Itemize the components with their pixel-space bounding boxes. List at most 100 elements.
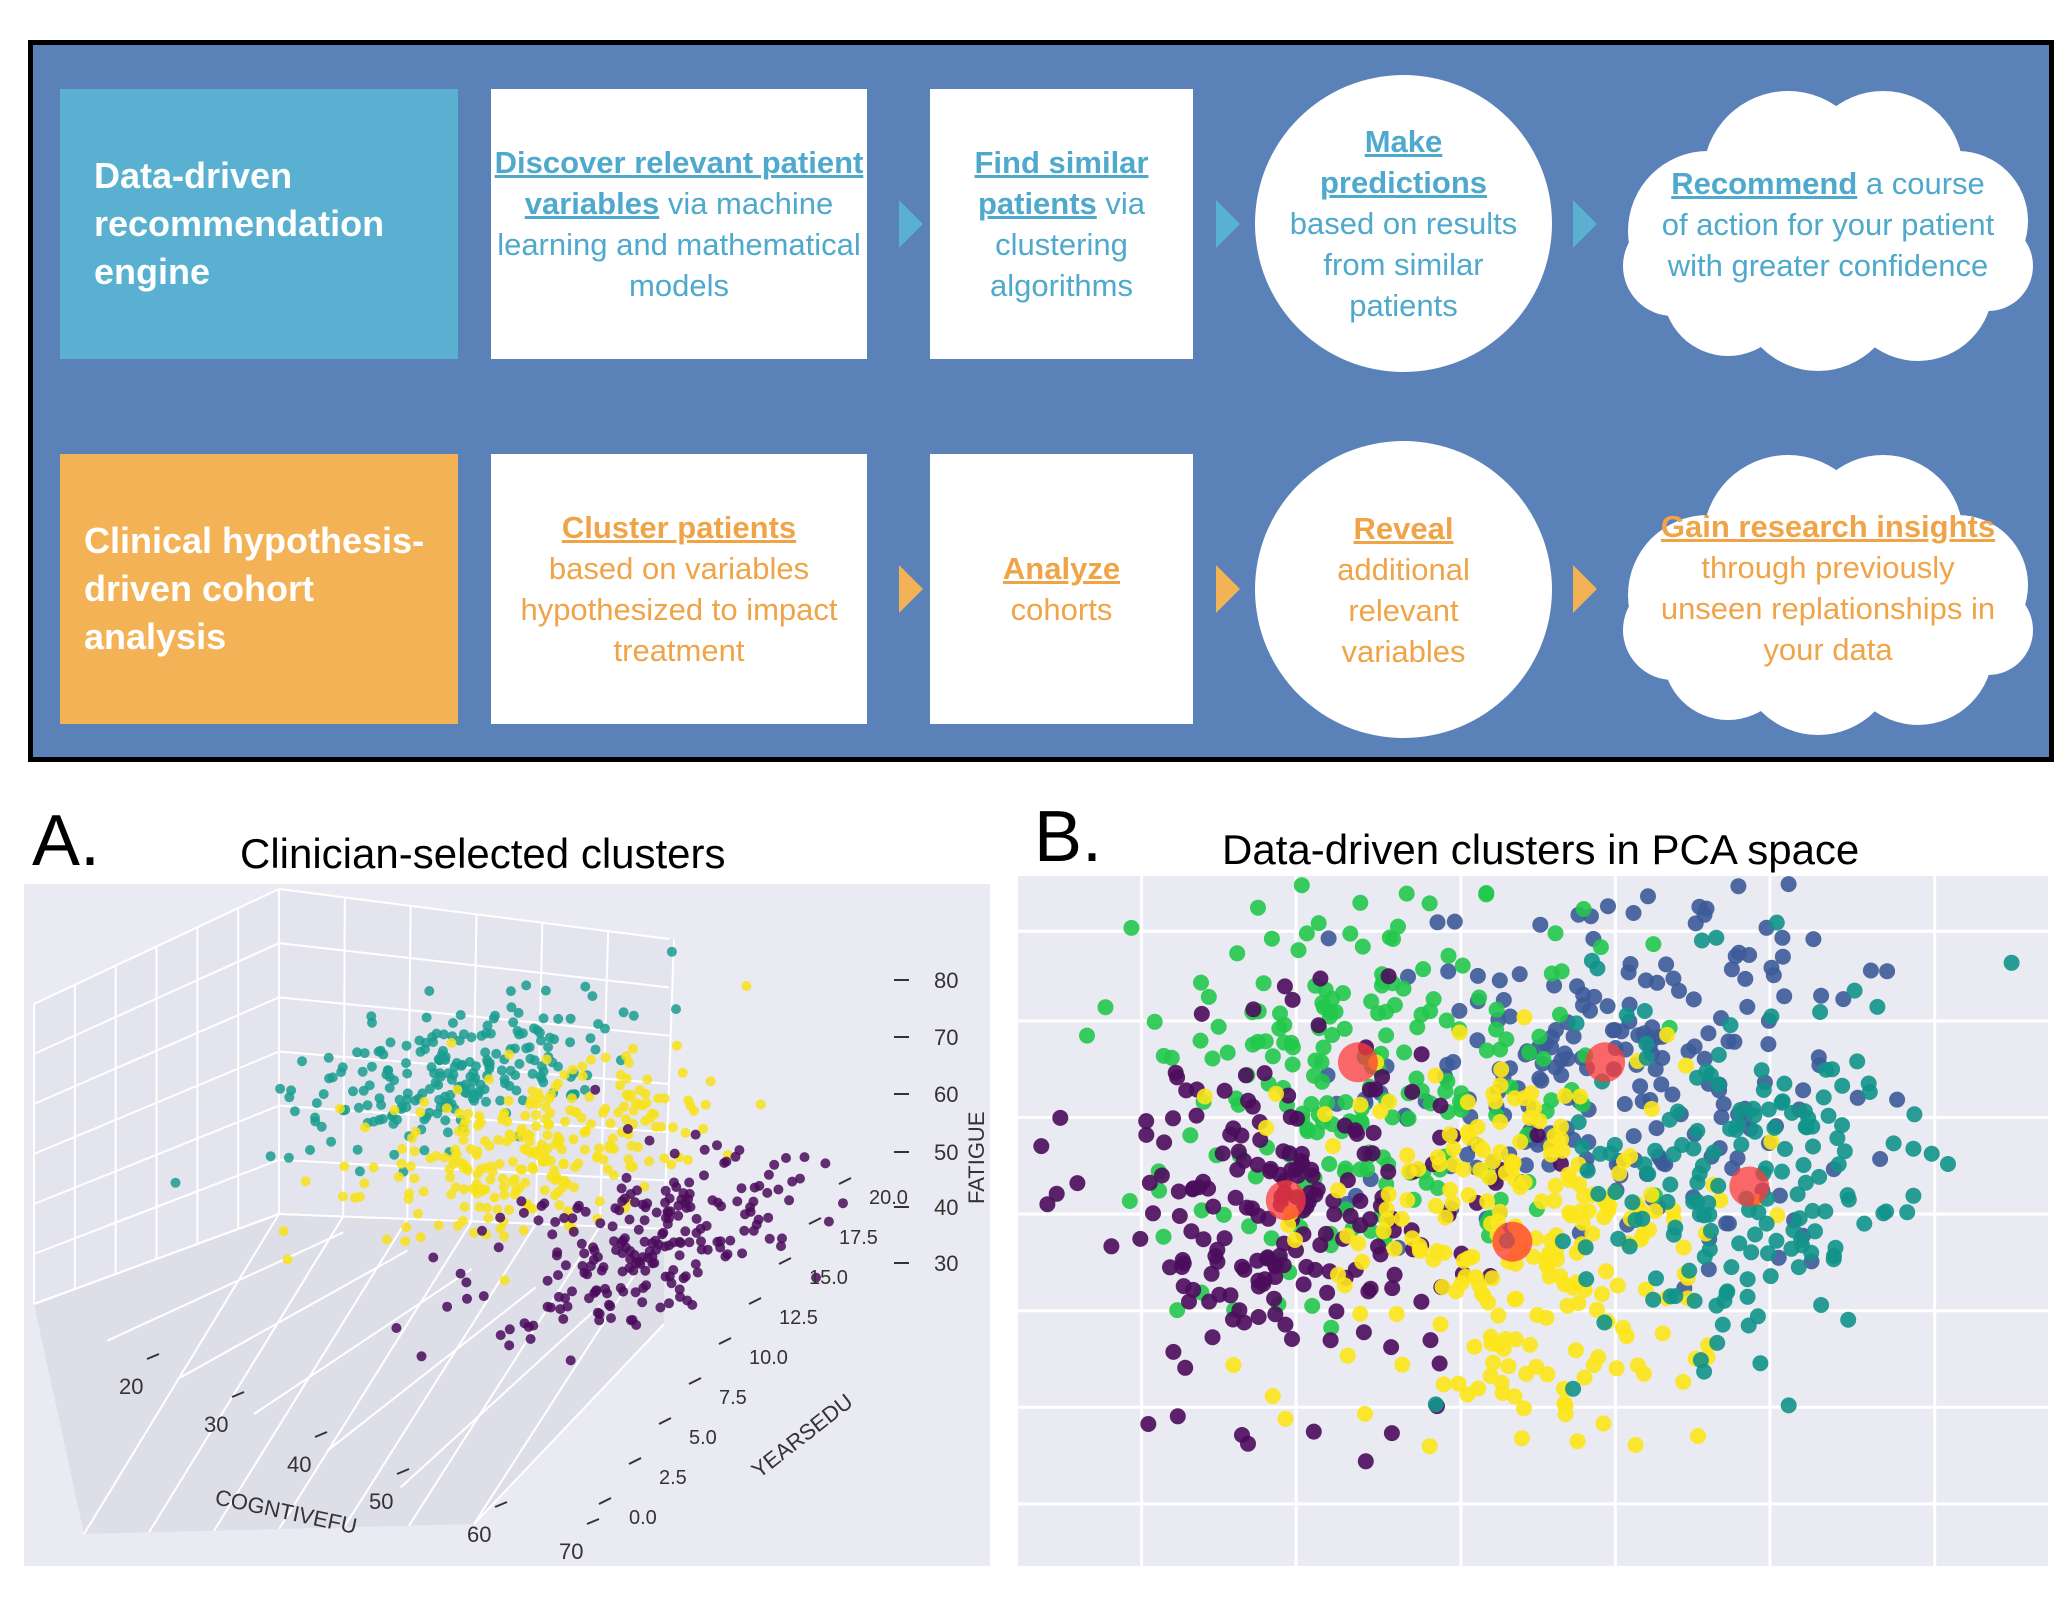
data-point [1647,1142,1664,1159]
data-point [448,1018,458,1028]
data-point [1590,1349,1607,1366]
data-point [1252,1131,1269,1148]
bottom-step-cluster-text: based on variables hypothesized to impac… [520,551,838,668]
data-point [1372,1246,1389,1263]
grid-line [278,942,670,989]
data-point [1577,1239,1594,1256]
data-point [1708,1297,1725,1314]
data-point [773,1184,784,1195]
data-point [1635,1226,1652,1243]
data-point [455,1010,466,1020]
data-point [438,1045,448,1056]
data-point [1431,1355,1448,1372]
data-point [318,1089,329,1100]
data-point [1222,1287,1239,1304]
data-point [1325,1138,1341,1154]
data-point [305,1145,315,1155]
data-point [1219,1044,1236,1061]
data-point [1380,1163,1397,1180]
data-point [587,991,598,1002]
data-point [552,1247,563,1258]
data-point [1546,977,1563,994]
data-point [1565,1380,1582,1397]
data-point [1705,1144,1722,1161]
data-point [1625,1128,1642,1145]
data-point [642,1198,653,1209]
data-point [1708,929,1725,946]
grid-line [33,942,280,1055]
data-point [1264,1388,1281,1404]
data-point [1709,1334,1726,1351]
data-point [1722,1017,1739,1034]
data-point [524,1042,535,1053]
y-tick-mark [688,1377,702,1385]
data-point [580,1126,591,1137]
bottom-step-cluster: Cluster patients based on variables hypot… [491,454,867,724]
data-point [712,1140,722,1151]
data-point [1596,1314,1613,1331]
data-point [1352,1161,1369,1178]
data-point [518,1225,529,1236]
data-point [531,1109,541,1120]
data-point [1409,1019,1426,1036]
z-tick-label: 40 [934,1195,958,1220]
data-point [1439,1056,1456,1073]
data-point [811,1272,821,1283]
data-point [626,1140,637,1151]
data-point [784,1195,795,1206]
data-point [590,1044,601,1055]
data-point [1647,1203,1664,1220]
data-point [1702,1067,1719,1084]
data-point [368,1116,379,1127]
data-point [516,1196,527,1207]
data-point [1195,1231,1212,1248]
scatter-3d-svg: 807060504030FATIGUE203040506070COGNTIVEF… [33,888,989,1564]
data-point [1394,1356,1411,1373]
data-point [1835,991,1852,1008]
data-point [1153,1167,1170,1184]
data-point [1803,1244,1820,1261]
data-point [300,1176,311,1187]
data-point [452,1220,463,1231]
data-point [493,1242,504,1253]
data-point [1531,1070,1548,1087]
data-point [1804,1202,1821,1219]
y-tick-label: 17.5 [839,1227,878,1249]
data-point [480,1047,491,1058]
data-point [604,1143,615,1154]
data-point [1601,1197,1618,1214]
data-point [553,1138,564,1149]
data-point [677,1067,688,1078]
y-tick-mark [718,1337,732,1345]
data-point [1339,1347,1356,1364]
data-point [1236,1314,1253,1331]
data-point [1608,1360,1625,1377]
data-point [579,1144,590,1155]
data-point [519,1318,530,1329]
data-point [1531,1028,1548,1045]
data-point [364,1080,375,1091]
data-point [1146,1013,1163,1030]
data-point [1507,1331,1524,1348]
data-point [1689,1174,1706,1191]
data-point [1234,1427,1250,1443]
data-point [565,1355,576,1366]
data-point [531,1121,542,1132]
data-point [419,1114,430,1125]
data-point [1512,1133,1529,1150]
data-point [323,1052,334,1063]
data-point [1181,1293,1197,1310]
data-point [754,1180,765,1191]
data-point [526,1095,537,1106]
data-point [1766,1119,1783,1136]
data-point [1596,1209,1612,1226]
data-point [481,1096,491,1107]
y-tick-mark [748,1297,762,1305]
data-point [544,1093,555,1104]
data-point [456,1060,467,1071]
data-point [337,1191,348,1202]
data-point [524,1130,535,1141]
data-point [1375,1223,1392,1240]
data-point [664,1298,674,1309]
data-point [1644,1019,1661,1036]
